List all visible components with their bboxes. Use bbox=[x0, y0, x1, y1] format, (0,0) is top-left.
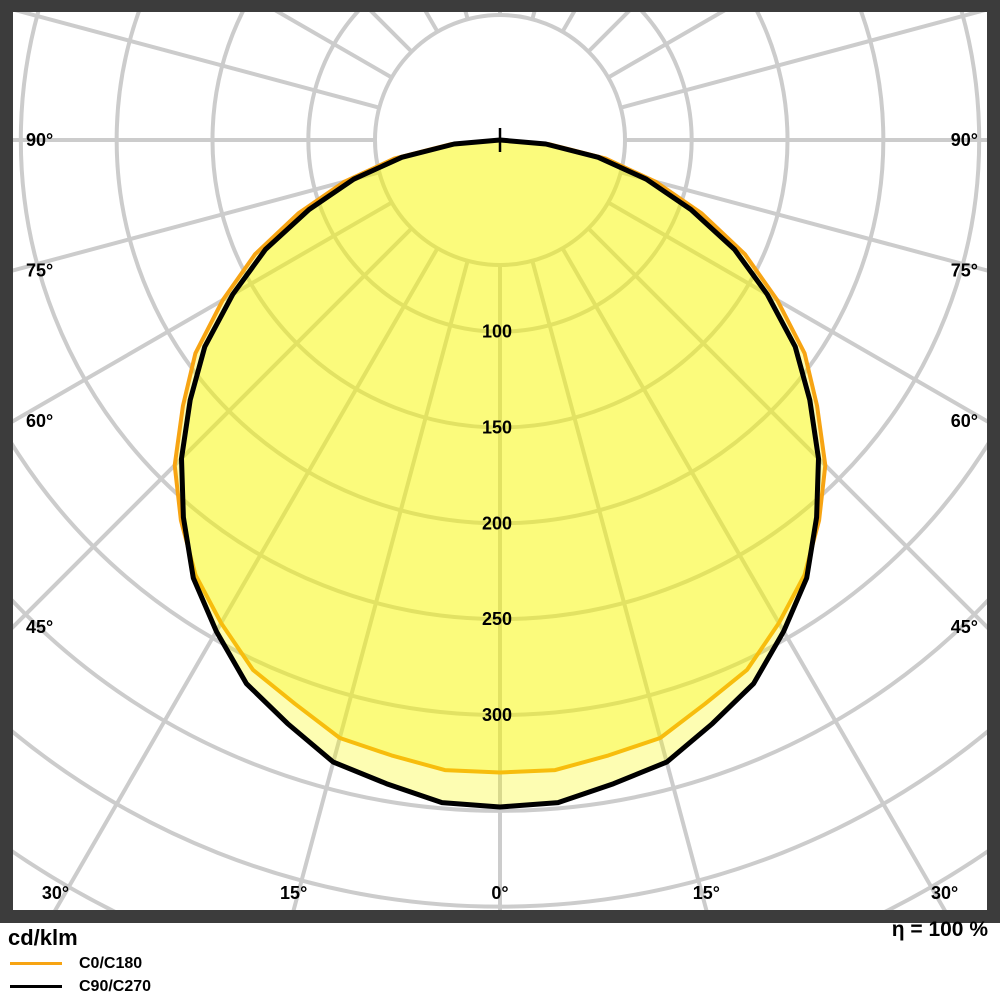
legend-item-c0-c180: C0/C180 bbox=[10, 952, 151, 975]
polar-grid-spoke bbox=[13, 170, 380, 273]
angle-label-left: 75° bbox=[26, 260, 53, 280]
angle-label-bottom: 30° bbox=[931, 883, 958, 903]
legend-swatch-c90-c270 bbox=[10, 985, 62, 988]
legend-label-c0-c180: C0/C180 bbox=[79, 954, 143, 972]
polar-grid-spoke bbox=[14, 12, 380, 110]
angle-label-right: 45° bbox=[951, 617, 978, 637]
curve-c90-c270 bbox=[179, 137, 821, 810]
angle-label-right: 75° bbox=[951, 260, 978, 280]
angle-label-left: 60° bbox=[26, 411, 53, 431]
polar-grid-spoke bbox=[586, 226, 987, 630]
frame-bottom bbox=[0, 910, 1000, 923]
ring-value-label: 300 bbox=[482, 705, 512, 725]
legend: C0/C180 C90/C270 bbox=[10, 952, 151, 998]
legend-item-c90-c270: C90/C270 bbox=[10, 975, 151, 998]
frame-left bbox=[0, 0, 13, 923]
polar-grid-spoke bbox=[530, 260, 709, 910]
angle-label-left: 90° bbox=[26, 130, 53, 150]
polar-grid-spoke bbox=[53, 247, 440, 910]
frame-right bbox=[987, 0, 1000, 923]
polar-grid-spoke bbox=[620, 12, 986, 110]
ring-value-label: 150 bbox=[482, 418, 512, 438]
polar-grid-spoke bbox=[13, 226, 414, 630]
angle-label-right: 60° bbox=[951, 411, 978, 431]
polar-grid-spoke bbox=[560, 247, 947, 910]
angle-label-bottom: 15° bbox=[280, 883, 307, 903]
efficiency-label: η = 100 % bbox=[891, 918, 988, 941]
angle-label-right: 90° bbox=[951, 130, 978, 150]
angle-label-left: 45° bbox=[26, 617, 53, 637]
polar-grid-spoke bbox=[620, 170, 987, 273]
frame-top bbox=[0, 0, 1000, 12]
ring-value-label: 250 bbox=[482, 609, 512, 629]
ring-value-label: 100 bbox=[482, 322, 512, 342]
angle-label-bottom: 30° bbox=[42, 883, 69, 903]
curve-c0-c180 bbox=[172, 138, 828, 775]
polar-grid-spoke bbox=[291, 260, 470, 910]
unit-label: cd/klm bbox=[8, 925, 78, 950]
plot-area bbox=[13, 12, 987, 910]
legend-swatch-c0-c180 bbox=[10, 962, 62, 965]
legend-label-c90-c270: C90/C270 bbox=[79, 977, 152, 995]
ring-value-label: 200 bbox=[482, 513, 512, 533]
angle-label-bottom: 0° bbox=[491, 883, 508, 903]
angle-label-bottom: 15° bbox=[693, 883, 720, 903]
polar-plot: 90° 90° 75° 75° 60° 60° 45° 45° 30° 15° 0° 15° 30° 10… bbox=[0, 0, 1000, 923]
